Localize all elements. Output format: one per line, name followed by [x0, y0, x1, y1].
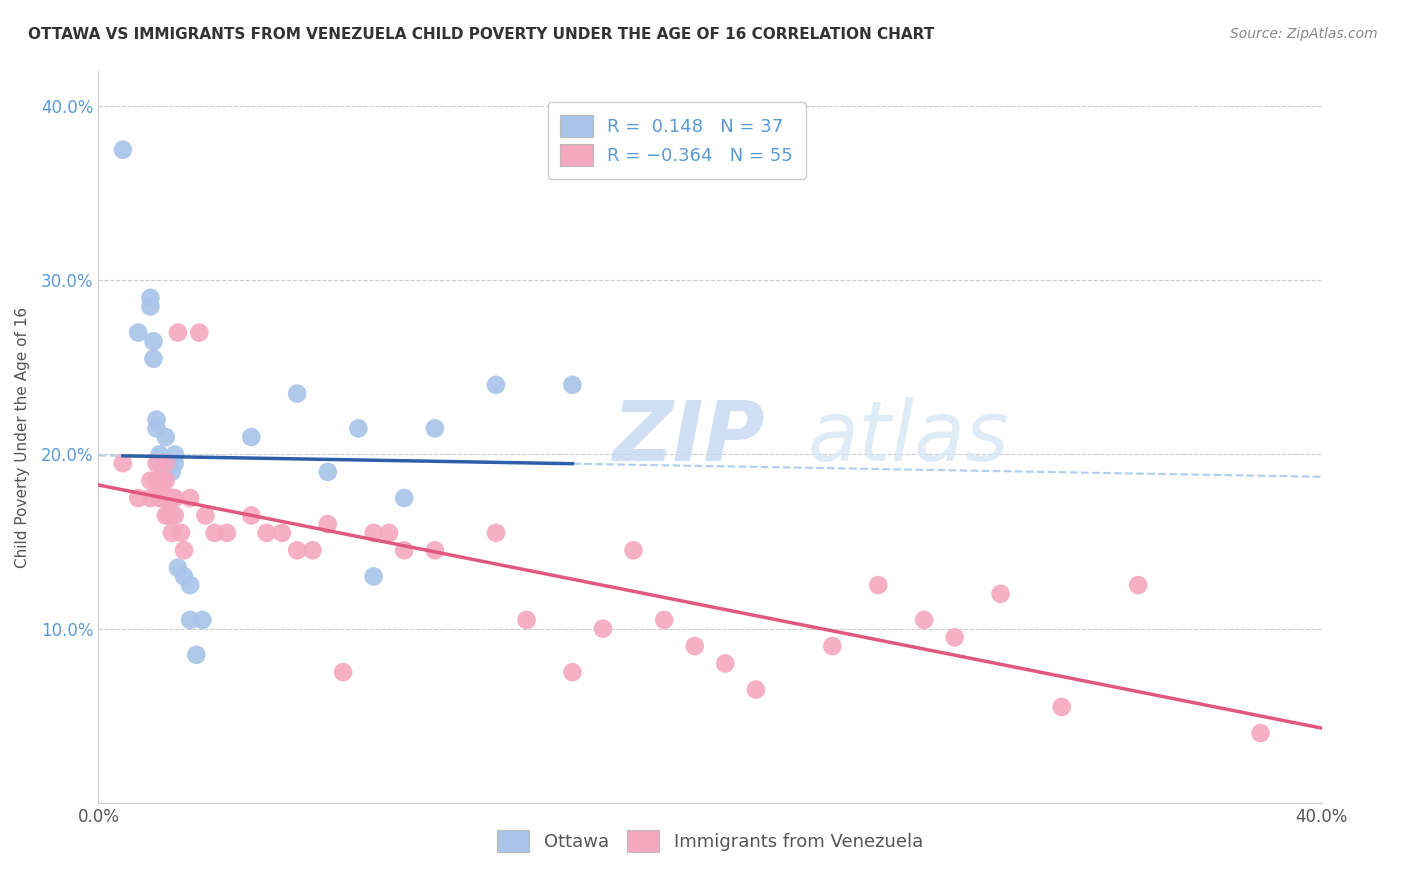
Point	[423, 421, 446, 435]
Point	[378, 525, 401, 540]
Point	[561, 665, 583, 680]
Point	[155, 491, 177, 505]
Point	[868, 578, 890, 592]
Point	[149, 448, 172, 462]
Point	[152, 491, 174, 505]
Point	[160, 465, 183, 479]
Point	[191, 613, 214, 627]
Point	[392, 491, 416, 505]
Point	[155, 474, 177, 488]
Point	[1249, 726, 1271, 740]
Point	[155, 456, 177, 470]
Text: Source: ZipAtlas.com: Source: ZipAtlas.com	[1230, 27, 1378, 41]
Point	[157, 491, 180, 505]
Point	[155, 491, 177, 505]
Point	[157, 491, 180, 505]
Point	[285, 386, 308, 401]
Point	[160, 525, 183, 540]
Point	[167, 326, 190, 340]
Point	[145, 412, 167, 426]
Point	[1128, 578, 1150, 592]
Point	[152, 474, 174, 488]
Point	[485, 525, 508, 540]
Point	[912, 613, 935, 627]
Point	[145, 456, 167, 470]
Point	[145, 421, 167, 435]
Point	[149, 456, 172, 470]
Point	[592, 622, 614, 636]
Point	[943, 631, 966, 645]
Point	[139, 491, 162, 505]
Point	[215, 525, 238, 540]
Point	[516, 613, 538, 627]
Text: OTTAWA VS IMMIGRANTS FROM VENEZUELA CHILD POVERTY UNDER THE AGE OF 16 CORRELATIO: OTTAWA VS IMMIGRANTS FROM VENEZUELA CHIL…	[28, 27, 935, 42]
Point	[240, 508, 263, 523]
Point	[363, 525, 385, 540]
Point	[745, 682, 768, 697]
Point	[157, 491, 180, 505]
Point	[186, 648, 208, 662]
Point	[142, 334, 165, 349]
Point	[155, 508, 177, 523]
Point	[285, 543, 308, 558]
Point	[423, 543, 446, 558]
Point	[170, 525, 193, 540]
Point	[149, 491, 172, 505]
Point	[347, 421, 370, 435]
Point	[139, 291, 162, 305]
Point	[683, 639, 706, 653]
Point	[160, 491, 183, 505]
Point	[652, 613, 675, 627]
Point	[127, 326, 149, 340]
Point	[179, 578, 201, 592]
Point	[485, 377, 508, 392]
Point	[561, 377, 583, 392]
Point	[152, 456, 174, 470]
Point	[316, 465, 339, 479]
Y-axis label: Child Poverty Under the Age of 16: Child Poverty Under the Age of 16	[15, 307, 30, 567]
Point	[160, 508, 183, 523]
Point	[142, 351, 165, 366]
Point	[163, 508, 186, 523]
Point	[256, 525, 278, 540]
Point	[240, 430, 263, 444]
Point	[167, 560, 190, 574]
Point	[155, 430, 177, 444]
Point	[157, 508, 180, 523]
Point	[316, 517, 339, 532]
Point	[152, 474, 174, 488]
Point	[821, 639, 844, 653]
Point	[145, 474, 167, 488]
Point	[111, 143, 134, 157]
Point	[179, 613, 201, 627]
Point	[1050, 700, 1073, 714]
Point	[111, 456, 134, 470]
Text: ZIP: ZIP	[612, 397, 765, 477]
Point	[173, 543, 195, 558]
Point	[392, 543, 416, 558]
Legend: Ottawa, Immigrants from Venezuela: Ottawa, Immigrants from Venezuela	[489, 823, 931, 860]
Point	[301, 543, 323, 558]
Point	[363, 569, 385, 583]
Point	[160, 491, 183, 505]
Point	[714, 657, 737, 671]
Point	[163, 456, 186, 470]
Point	[139, 474, 162, 488]
Point	[194, 508, 217, 523]
Point	[990, 587, 1012, 601]
Point	[204, 525, 226, 540]
Point	[163, 491, 186, 505]
Point	[163, 448, 186, 462]
Point	[270, 525, 292, 540]
Point	[139, 300, 162, 314]
Point	[152, 465, 174, 479]
Point	[623, 543, 645, 558]
Text: atlas: atlas	[808, 397, 1010, 477]
Point	[127, 491, 149, 505]
Point	[188, 326, 211, 340]
Point	[173, 569, 195, 583]
Point	[179, 491, 201, 505]
Point	[332, 665, 354, 680]
